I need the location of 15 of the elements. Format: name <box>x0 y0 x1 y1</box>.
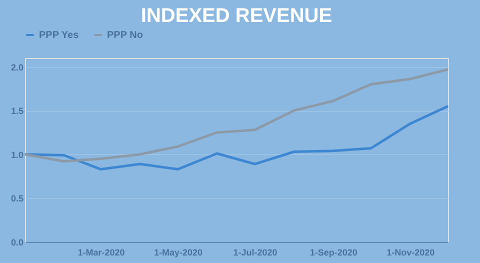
line-series <box>24 68 450 163</box>
line-series <box>24 104 450 171</box>
legend-label: PPP Yes <box>39 30 80 41</box>
y-tick-label: 1.0 <box>10 150 24 160</box>
x-tick-label: 1-May-2020 <box>154 248 203 258</box>
y-tick-label: 0.0 <box>10 238 24 248</box>
x-tick-label: 1-Jul-2020 <box>233 248 278 258</box>
legend-label: PPP No <box>107 30 143 41</box>
x-tick-label: 1-Sep-2020 <box>310 248 358 258</box>
y-tick-label: 2.0 <box>10 62 24 72</box>
chart-title: INDEXED REVENUE <box>140 5 332 27</box>
x-tick-label: 1-Mar-2020 <box>78 248 125 258</box>
y-tick-label: 1.5 <box>10 106 24 116</box>
y-tick-label: 0.5 <box>10 194 24 204</box>
x-tick-label: 1-Nov-2020 <box>386 248 435 258</box>
